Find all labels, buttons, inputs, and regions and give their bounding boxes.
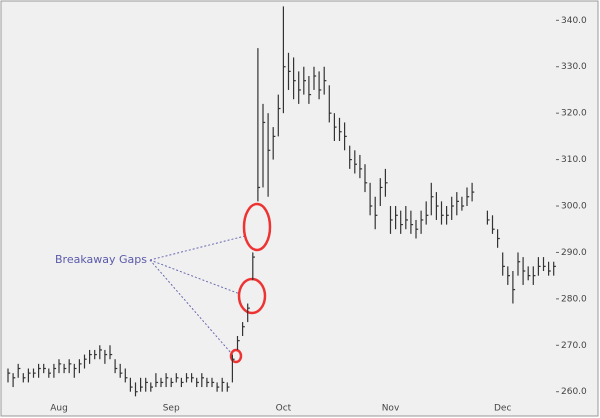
y-tick-label: 290.0: [561, 248, 587, 258]
x-tick-label: Dec: [494, 404, 511, 414]
x-tick-label: Sep: [163, 404, 180, 414]
gap-circles: [229, 202, 272, 364]
y-tick-label: 270.0: [561, 341, 587, 351]
y-tick-label: 320.0: [561, 109, 587, 119]
x-tick-label: Aug: [50, 404, 68, 414]
y-tick-label: 260.0: [561, 387, 587, 397]
annotation: Breakaway Gaps: [55, 253, 147, 266]
y-tick-label: 280.0: [561, 294, 587, 304]
annotation-pointers: [149, 235, 246, 354]
y-tick-label: 310.0: [561, 155, 587, 165]
x-tick-label: Oct: [276, 404, 292, 414]
x-tick-label: Nov: [382, 404, 400, 414]
y-tick-label: 340.0: [561, 16, 587, 26]
y-tick-label: 330.0: [561, 62, 587, 72]
y-tick-label: 300.0: [561, 202, 587, 212]
